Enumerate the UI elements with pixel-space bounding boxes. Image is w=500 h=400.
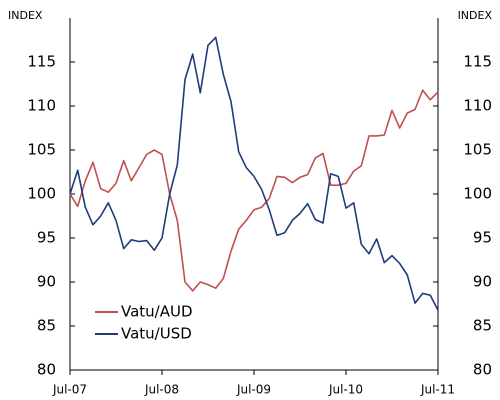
- y-tick-label: 80: [37, 361, 56, 379]
- y2-tick-label: 105: [463, 141, 492, 159]
- y2-tick-label: 100: [463, 185, 492, 203]
- y2-tick-label: 110: [463, 97, 492, 115]
- line-series: [69, 36, 439, 311]
- y-tick-label: 100: [27, 185, 56, 203]
- y2-tick-label: 85: [473, 317, 492, 335]
- y-tick-label: 85: [37, 317, 56, 335]
- y2-tick-label: 95: [473, 229, 492, 247]
- y-tick-label: 115: [27, 53, 56, 71]
- y-tick-label: 95: [37, 229, 56, 247]
- legend-label: Vatu/USD: [121, 325, 192, 343]
- y2-tick-label: 115: [463, 53, 492, 71]
- y-tick-label: 90: [37, 273, 56, 291]
- y-tick-label: 105: [27, 141, 56, 159]
- line-series: [69, 89, 439, 292]
- x-tick-label: Jul-11: [420, 383, 455, 397]
- x-tick-label: Jul-08: [144, 383, 179, 397]
- y2-axis-label: INDEX: [458, 9, 493, 22]
- y2-tick-label: 90: [473, 273, 492, 291]
- x-tick-label: Jul-09: [236, 383, 271, 397]
- y-tick-label: 110: [27, 97, 56, 115]
- y2-tick-label: 80: [473, 361, 492, 379]
- x-tick-label: Jul-10: [328, 383, 363, 397]
- y-axis-label: INDEX: [8, 9, 43, 22]
- legend-label: Vatu/AUD: [121, 303, 193, 321]
- x-tick-label: Jul-07: [52, 383, 87, 397]
